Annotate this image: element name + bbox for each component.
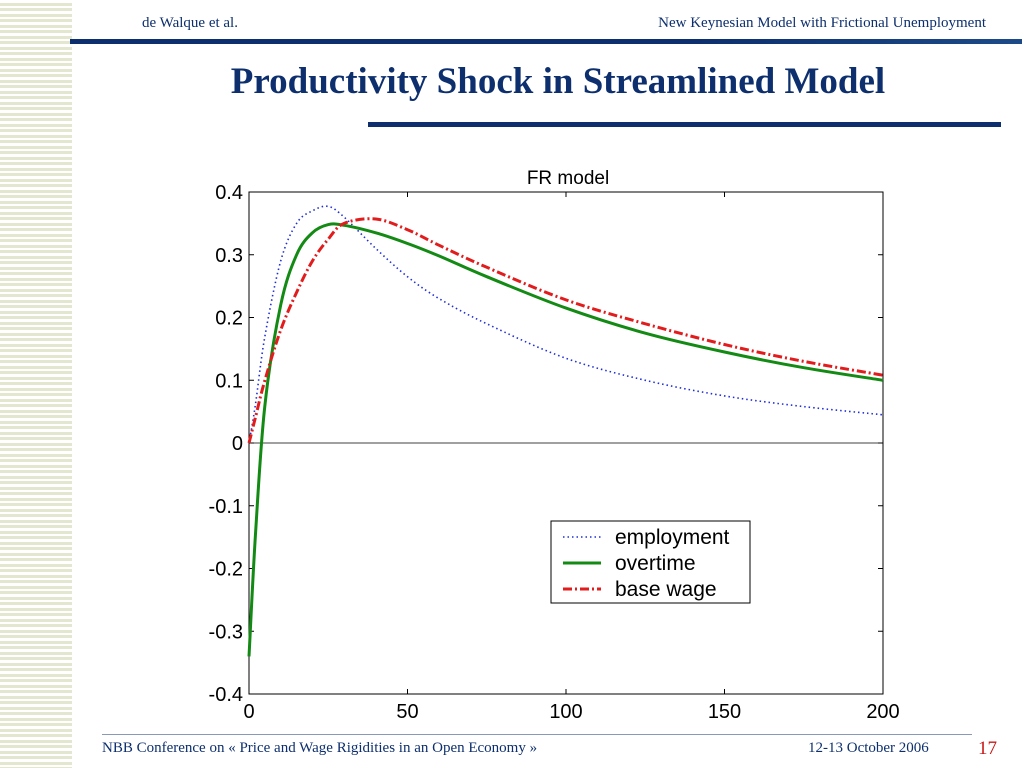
header-authors: de Walque et al. — [142, 15, 238, 31]
slide-title: Productivity Shock in Streamlined Model — [230, 61, 886, 102]
y-tick-label: 0 — [232, 433, 243, 455]
y-tick-label: 0.2 — [215, 308, 243, 330]
x-tick-label: 150 — [708, 701, 741, 723]
series-lines — [247, 205, 884, 657]
series-line-base-wage — [247, 217, 884, 444]
y-tick-label: 0.4 — [215, 182, 243, 204]
legend: employment overtime base wage — [550, 520, 751, 604]
footer-rule — [102, 734, 972, 735]
legend-label-base-wage: base wage — [615, 578, 717, 601]
legend-label-employment: employment — [615, 526, 730, 549]
x-tick-label: 0 — [243, 701, 254, 723]
axis-ticks: 0 50 100 150 200 0.4 0.3 0.2 0.1 0 -0.1 -0.2 -0.3 -0.… — [209, 182, 900, 723]
footer-conference: NBB Conference on « Price and Wage Rigid… — [102, 740, 538, 756]
x-tick-label: 200 — [866, 701, 899, 723]
series-line-overtime — [247, 222, 884, 657]
y-tick-label: 0.3 — [215, 245, 243, 267]
legend-label-overtime: overtime — [615, 552, 696, 575]
y-tick-label: -0.1 — [209, 496, 243, 518]
y-tick-label: -0.4 — [209, 684, 243, 706]
header-rule — [70, 39, 1022, 44]
decorative-side-stripe — [0, 0, 72, 768]
x-tick-label: 100 — [549, 701, 582, 723]
series-line-employment — [248, 205, 884, 444]
header-topic: New Keynesian Model with Frictional Unem… — [658, 15, 986, 31]
chart-title: FR model — [527, 168, 609, 189]
y-tick-label: -0.2 — [209, 559, 243, 581]
y-tick-label: -0.3 — [209, 621, 243, 643]
footer-date: 12-13 October 2006 — [808, 740, 929, 756]
title-rule — [368, 122, 1001, 127]
page-number: 17 — [978, 738, 997, 759]
y-tick-label: 0.1 — [215, 370, 243, 392]
x-tick-label: 50 — [396, 701, 418, 723]
